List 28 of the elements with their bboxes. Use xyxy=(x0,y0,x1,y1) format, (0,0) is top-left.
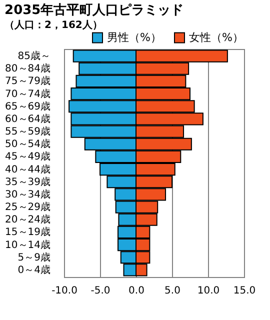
x-tick-label: 0.0 xyxy=(128,286,144,296)
x-tick-label: -10.0 xyxy=(52,286,78,296)
y-tick-label: 15～19歳 xyxy=(5,226,50,238)
y-tick-label: 70～74歳 xyxy=(5,88,50,100)
y-tick-label: 45～49歳 xyxy=(5,150,50,163)
y-tick-label: 60～64歳 xyxy=(5,112,50,125)
x-tick-label: 15.0 xyxy=(233,286,256,296)
y-tick-label: 80～84歳 xyxy=(5,62,50,75)
y-tick-label: 55～59歳 xyxy=(5,126,50,138)
x-tick-label: -5.0 xyxy=(90,286,110,296)
y-tick-label: 20～24歳 xyxy=(5,214,50,226)
y-tick-label: 65～69歳 xyxy=(5,100,50,112)
y-tick-label: 35～39歳 xyxy=(5,176,50,188)
y-tick-label: 50～54歳 xyxy=(5,138,50,150)
x-tick-label: 10.0 xyxy=(197,286,220,296)
y-tick-label: 5～9歳 xyxy=(18,251,50,264)
y-tick-label: 85歳～ xyxy=(18,50,50,62)
legend-label: 女性（%） xyxy=(189,30,244,44)
y-tick-label: 25～29歳 xyxy=(5,201,50,214)
chart-subtitle: （人口：2，162人） xyxy=(4,19,102,31)
y-tick-label: 10～14歳 xyxy=(5,238,50,251)
legend-label: 男性（%） xyxy=(107,30,162,44)
chart-title: 2035年古平町人口ピラミッド xyxy=(4,3,184,18)
y-tick-label: 30～34歳 xyxy=(5,188,50,200)
y-tick-label: 0～4歳 xyxy=(18,264,50,276)
y-tick-label: 40～44歳 xyxy=(5,163,50,176)
x-tick-label: 5.0 xyxy=(164,286,180,296)
y-tick-label: 75～79歳 xyxy=(5,75,50,88)
